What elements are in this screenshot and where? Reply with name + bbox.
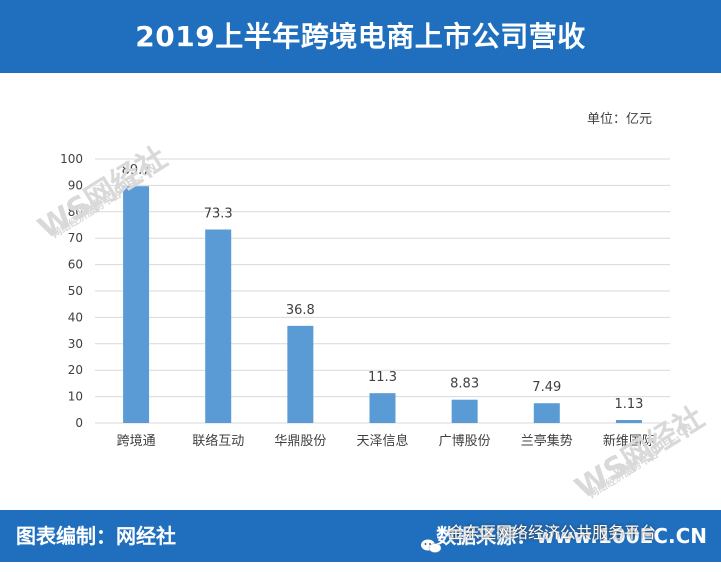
data-label: 8.83: [450, 377, 479, 392]
y-tick-label: 0: [75, 416, 83, 430]
y-tick-label: 80: [68, 205, 83, 219]
y-tick-label: 20: [68, 363, 83, 377]
chart-title: 2019上半年跨境电商上市公司营收: [135, 20, 586, 53]
data-label: 7.49: [532, 380, 561, 395]
wechat-icon: [420, 526, 442, 553]
unit-label: 单位：亿元: [587, 112, 652, 127]
bar: [287, 325, 314, 423]
footer-compiler: 图表编制：网经社: [16, 524, 176, 548]
data-label: 36.8: [286, 303, 315, 318]
x-tick-label: 跨境通: [117, 434, 156, 449]
x-tick-label: 新维国际: [603, 433, 655, 449]
bar: [205, 229, 232, 423]
y-tick-label: 30: [68, 337, 83, 351]
header-banner: 2019上半年跨境电商上市公司营收: [0, 0, 721, 73]
data-label: 89.7: [122, 163, 151, 178]
y-tick-label: 40: [68, 310, 83, 324]
y-tick-label: 50: [68, 284, 83, 298]
bar: [369, 393, 396, 423]
y-tick-label: 60: [68, 258, 83, 272]
bar: [123, 186, 150, 423]
bar: [533, 403, 560, 423]
y-tick-label: 90: [68, 178, 83, 192]
data-label: 1.13: [614, 397, 643, 412]
bar: [451, 399, 478, 423]
footer-source: 数据来源：www.100EC.CN: [436, 524, 707, 548]
bar: [615, 420, 642, 423]
chart-area: 0 10 20 30 40 50 60 70 80 90 100 单位：亿元 89.7 跨境通 73.3 联络…: [0, 73, 721, 510]
x-tick-label: 联络互动: [192, 433, 244, 449]
x-tick-label: 天泽信息: [356, 433, 408, 449]
wechat-overlay-text: 金东区网络经济公共服务平台: [448, 523, 657, 542]
data-label: 11.3: [368, 370, 397, 385]
footer-banner: 图表编制：网经社 数据来源：www.100EC.CN: [0, 510, 721, 562]
y-tick-label: 70: [68, 231, 83, 245]
x-tick-label: 兰亭集势: [521, 433, 573, 449]
data-label: 73.3: [204, 206, 233, 221]
x-tick-label: 广博股份: [439, 434, 491, 449]
wechat-overlay: 金东区网络经济公共服务平台: [420, 510, 656, 562]
y-tick-label: 100: [60, 152, 83, 166]
bar-chart: 0 10 20 30 40 50 60 70 80 90 100 单位：亿元 89.7 跨境通 73.3 联络…: [60, 112, 670, 449]
y-tick-label: 10: [68, 390, 83, 404]
x-tick-label: 华鼎股份: [274, 434, 326, 449]
